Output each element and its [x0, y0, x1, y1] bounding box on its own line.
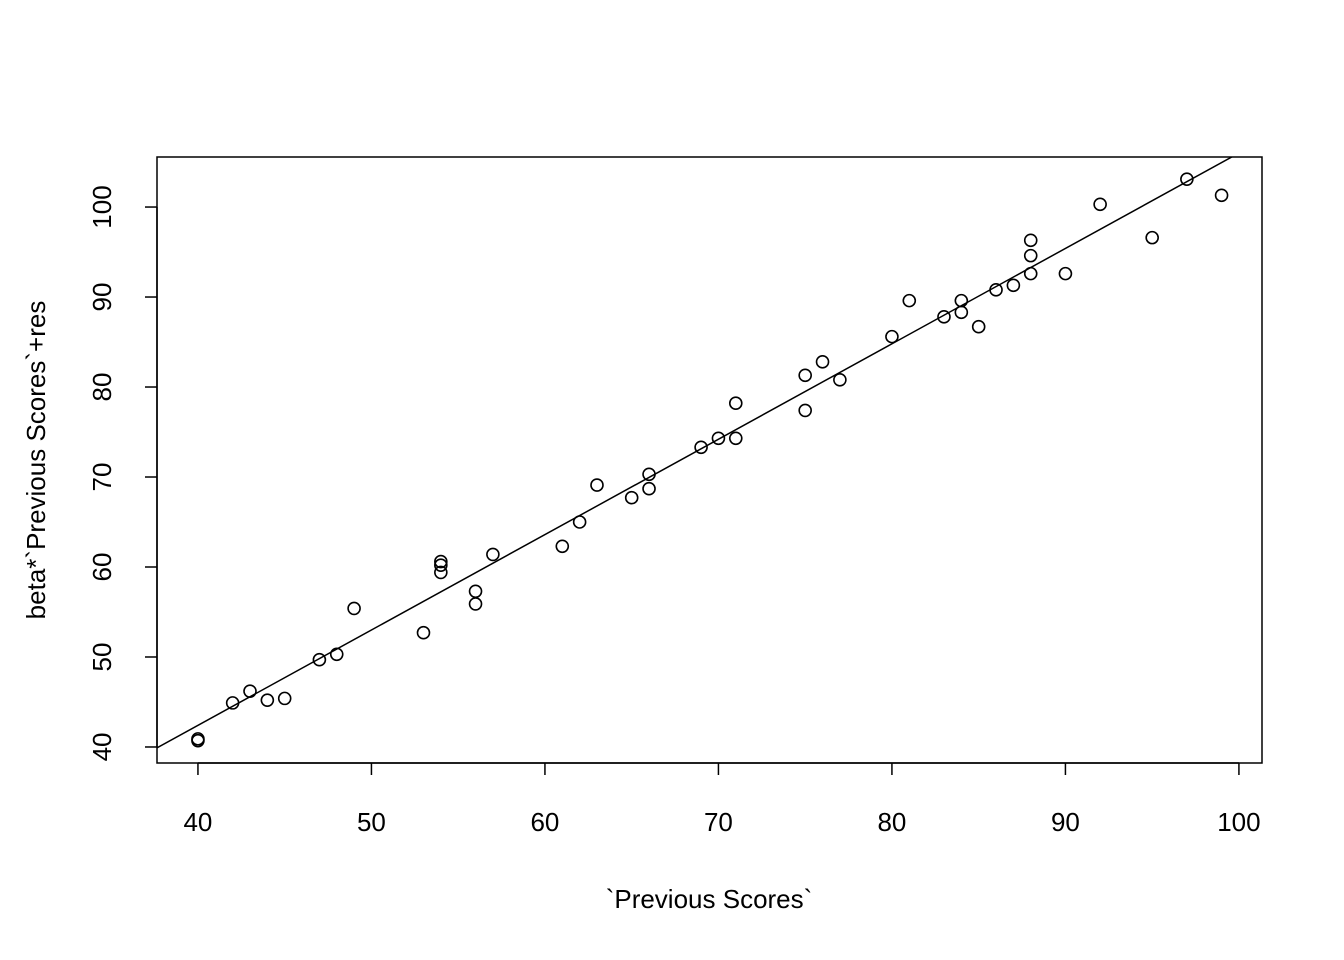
- y-tick-label: 60: [87, 553, 117, 582]
- point: [1006, 278, 1021, 293]
- fit-line: [157, 157, 1234, 749]
- point: [1145, 230, 1159, 245]
- y-tick-label: 90: [87, 283, 117, 312]
- point: [642, 467, 656, 482]
- point: [468, 584, 483, 599]
- point: [191, 733, 205, 748]
- x-tick-label: 60: [530, 807, 559, 837]
- point: [902, 293, 917, 308]
- x-tick-label: 50: [357, 807, 386, 837]
- point: [694, 440, 708, 455]
- point: [416, 625, 431, 640]
- x-tick-label: 70: [704, 807, 733, 837]
- point: [833, 373, 847, 387]
- point: [590, 478, 604, 492]
- point: [1058, 266, 1073, 281]
- point: [937, 310, 951, 324]
- x-tick-label: 40: [183, 807, 212, 837]
- point: [1023, 266, 1038, 281]
- y-axis-label: beta*`Previous Scores`+res: [21, 301, 51, 620]
- point: [711, 431, 726, 446]
- point: [1180, 172, 1194, 186]
- point: [989, 283, 1003, 297]
- point: [1023, 248, 1038, 263]
- x-tick-label: 100: [1217, 807, 1260, 837]
- point: [624, 490, 639, 505]
- y-tick-label: 100: [87, 185, 117, 228]
- point: [434, 565, 448, 580]
- plot-box: [156, 156, 1263, 764]
- point: [243, 684, 257, 698]
- x-axis-label: `Previous Scores`: [606, 884, 813, 914]
- point: [434, 558, 448, 572]
- x-tick-label: 90: [1051, 807, 1080, 837]
- point: [954, 305, 969, 320]
- point: [277, 691, 292, 706]
- x-tick-label: 80: [877, 807, 906, 837]
- point: [885, 329, 899, 344]
- point: [642, 481, 656, 496]
- point: [1023, 233, 1038, 248]
- point: [312, 652, 327, 667]
- point: [728, 396, 743, 411]
- point: [798, 368, 812, 383]
- point: [815, 355, 830, 369]
- point: [798, 403, 812, 418]
- y-tick-label: 40: [87, 733, 117, 762]
- point: [260, 693, 275, 707]
- point: [728, 431, 743, 446]
- point: [555, 539, 570, 554]
- point: [347, 601, 361, 616]
- y-tick-label: 50: [87, 643, 117, 672]
- point: [1214, 188, 1229, 203]
- point: [329, 647, 344, 662]
- point: [468, 597, 483, 611]
- y-tick-label: 80: [87, 373, 117, 402]
- point: [486, 547, 500, 562]
- point: [971, 319, 986, 334]
- point: [572, 515, 587, 529]
- point: [225, 696, 240, 710]
- point: [1093, 197, 1107, 212]
- point: [434, 554, 448, 569]
- y-tick-label: 70: [87, 463, 117, 492]
